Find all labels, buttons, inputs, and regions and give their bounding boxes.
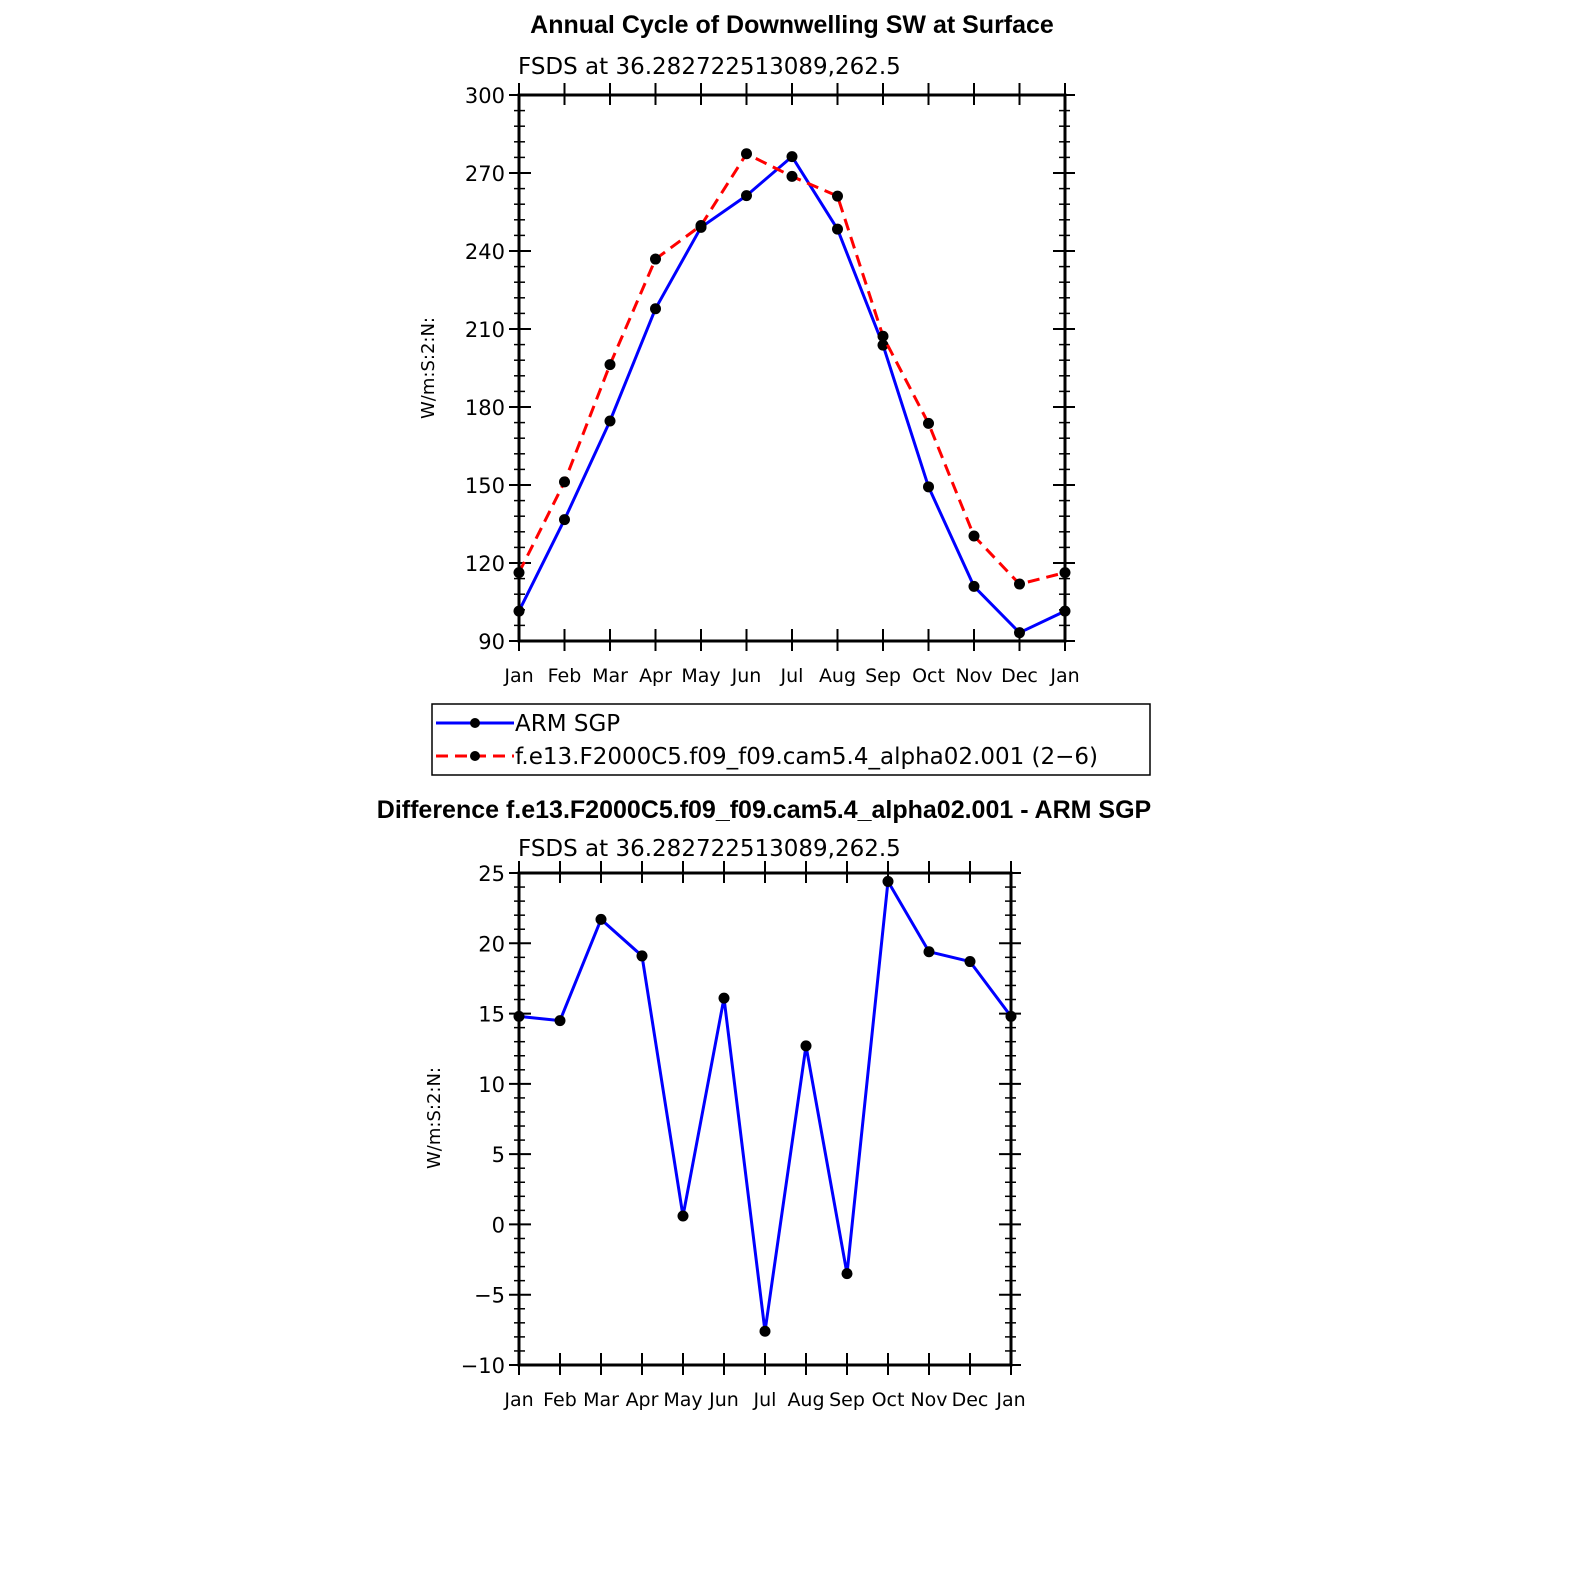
data-point (964, 956, 976, 968)
x-tick-label: May (663, 1389, 702, 1411)
y-tick-label: −10 (461, 1354, 505, 1378)
y-tick-label: 25 (478, 862, 505, 886)
legend-label-model: f.e13.F2000C5.f09_f09.cam5.4_alpha02.001… (515, 744, 1098, 770)
x-tick-label: Feb (548, 665, 582, 687)
data-point (786, 151, 798, 163)
chart-subtitle: FSDS at 36.282722513089,262.5 (518, 836, 901, 862)
y-tick-label: −5 (474, 1284, 505, 1308)
data-point (923, 417, 934, 429)
data-point (800, 1040, 812, 1052)
legend: ARM SGP f.e13.F2000C5.f09_f09.cam5.4_alp… (431, 703, 1151, 776)
data-point (650, 253, 661, 265)
y-tick-label: 300 (465, 84, 505, 108)
data-point (741, 190, 752, 202)
x-tick-label: Jul (753, 1389, 777, 1411)
legend-box (431, 703, 1151, 776)
legend-marker-model (470, 751, 480, 761)
series-line-0 (518, 879, 1013, 1333)
chart-subtitle: FSDS at 36.282722513089,262.5 (518, 54, 901, 80)
x-tick-label: Jan (995, 1389, 1025, 1411)
y-tick-label: 10 (478, 1073, 505, 1097)
data-point (554, 1015, 566, 1027)
data-point (923, 481, 934, 493)
data-point (1014, 627, 1025, 639)
data-point (595, 913, 607, 925)
annual-cycle-panel: Annual Cycle of Downwelling SW at Surfac… (418, 11, 1080, 687)
x-tick-label: Sep (829, 1389, 865, 1411)
data-point (718, 992, 730, 1004)
data-point (559, 514, 570, 526)
x-tick-label: Mar (592, 665, 628, 687)
data-point (832, 223, 843, 235)
x-tick-label: Dec (952, 1389, 989, 1411)
x-tick-label: Jun (731, 665, 762, 687)
data-point (650, 303, 661, 315)
x-tick-label: Oct (912, 665, 945, 687)
x-tick-label: Dec (1001, 665, 1038, 687)
data-point (695, 220, 707, 232)
data-point (877, 339, 889, 351)
x-tick-label: Aug (787, 1389, 824, 1411)
x-tick-label: Jan (1049, 665, 1079, 687)
y-tick-label: 15 (478, 1003, 505, 1027)
x-tick-label: Apr (626, 1389, 659, 1411)
x-tick-label: Jan (503, 1389, 533, 1411)
x-tick-label: Nov (955, 665, 992, 687)
chart-title: Difference f.e13.F2000C5.f09_f09.cam5.4_… (377, 796, 1151, 824)
y-tick-label: 240 (465, 240, 505, 264)
y-tick-label: 180 (465, 396, 505, 420)
y-axis-label: W/m:S:2:N: (424, 1067, 445, 1169)
x-tick-label: Jun (708, 1389, 739, 1411)
legend-marker-arm-sgp (470, 718, 480, 728)
y-tick-label: 5 (492, 1143, 505, 1167)
plot-frame (517, 871, 1013, 1367)
x-tick-label: May (681, 665, 720, 687)
series-line-0 (517, 155, 1066, 635)
x-tick-label: Mar (583, 1389, 619, 1411)
x-tick-label: Oct (872, 1389, 905, 1411)
y-tick-label: 150 (465, 474, 505, 498)
difference-panel: Difference f.e13.F2000C5.f09_f09.cam5.4_… (377, 796, 1151, 1411)
y-axis-label: W/m:S:2:N: (418, 317, 439, 419)
data-point (677, 1210, 689, 1222)
data-point (882, 875, 894, 887)
data-point (636, 950, 648, 962)
y-tick-label: 0 (492, 1213, 505, 1237)
data-point (968, 580, 980, 592)
data-point (832, 190, 843, 202)
data-point (604, 359, 616, 371)
x-tick-label: Jul (780, 665, 804, 687)
x-tick-label: Sep (865, 665, 901, 687)
x-tick-label: Apr (639, 665, 672, 687)
data-point (841, 1268, 853, 1280)
x-tick-label: Jan (503, 665, 533, 687)
series-line-1 (517, 152, 1066, 586)
y-ticks: 90 120 150 180 210 240 270 300 (465, 84, 1075, 654)
y-tick-label: 20 (478, 932, 505, 956)
chart-title: Annual Cycle of Downwelling SW at Surfac… (530, 11, 1054, 39)
y-ticks: −10 −5 0 5 10 15 20 25 (461, 862, 1021, 1378)
series-group (513, 875, 1017, 1337)
data-point (741, 148, 752, 160)
data-point (968, 530, 980, 542)
data-point (559, 476, 570, 488)
y-tick-label: 270 (465, 162, 505, 186)
data-point (923, 946, 935, 958)
x-tick-label: Feb (543, 1389, 577, 1411)
x-tick-label: Nov (910, 1389, 947, 1411)
x-tick-label: Aug (819, 665, 856, 687)
data-point (1014, 578, 1025, 590)
series-group (513, 148, 1071, 639)
y-tick-label: 120 (465, 552, 505, 576)
data-point (786, 170, 798, 182)
data-point (759, 1325, 771, 1337)
plot-frame (517, 93, 1067, 643)
data-point (877, 330, 889, 342)
data-point (604, 415, 616, 427)
legend-label-arm-sgp: ARM SGP (515, 711, 620, 737)
y-tick-label: 210 (465, 318, 505, 342)
y-tick-label: 90 (478, 630, 505, 654)
